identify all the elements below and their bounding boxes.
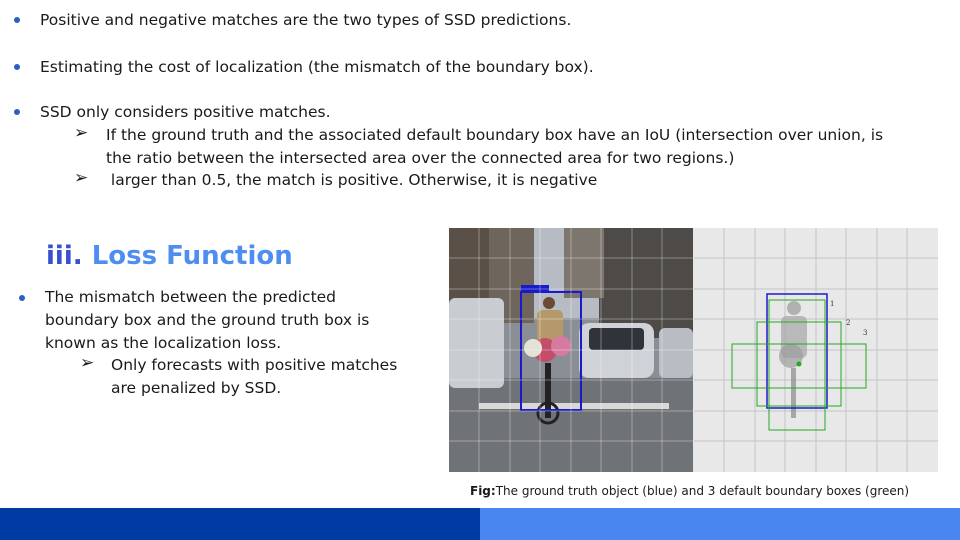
default-box-grid: 1 2 3 (694, 228, 938, 472)
bullet-dot (14, 17, 20, 23)
loss-sub-line2: are penalized by SSD. (111, 379, 282, 397)
section-title: Loss Function (91, 241, 293, 271)
caption-prefix: Fig: (470, 484, 496, 498)
bullet-localization-cost: Estimating the cost of localization (the… (40, 58, 594, 76)
bullet-dot (14, 109, 20, 115)
sub-bullet-iou-line2: the ratio between the intersected area o… (106, 149, 735, 167)
loss-sub-line1: Only forecasts with positive matches (111, 356, 398, 374)
section-number: iii. (46, 241, 83, 271)
arrow-bullet-icon: ➢ (74, 168, 89, 188)
box-label-1: 1 (830, 300, 834, 308)
bullet-dot (19, 295, 25, 301)
street-photo (449, 228, 693, 472)
loss-bullet-line3: known as the localization loss. (45, 334, 282, 352)
box-label-2: 2 (846, 319, 850, 327)
sub-bullet-threshold: larger than 0.5, the match is positive. … (106, 171, 598, 189)
arrow-bullet-icon: ➢ (80, 353, 95, 373)
section-heading: iii. Loss Function (46, 238, 293, 274)
bullet-ssd-prediction-types: Positive and negative matches are the tw… (40, 11, 572, 29)
footer-bar-right (480, 508, 960, 540)
footer-bar-left (0, 508, 480, 540)
box-label-3: 3 (863, 329, 867, 337)
figure-caption: Fig:The ground truth object (blue) and 3… (470, 483, 909, 499)
ssd-figure: 1 2 3 (449, 228, 938, 472)
bullet-positive-matches: SSD only considers positive matches. (40, 103, 331, 121)
arrow-bullet-icon: ➢ (74, 123, 89, 143)
ssd-figure-graphic: 1 2 3 (449, 228, 938, 472)
caption-text: The ground truth object (blue) and 3 def… (495, 484, 910, 498)
sub-bullet-iou-line1: If the ground truth and the associated d… (106, 126, 884, 144)
loss-bullet-line1: The mismatch between the predicted (45, 288, 337, 306)
bullet-dot (14, 64, 20, 70)
loss-bullet-line2: boundary box and the ground truth box is (45, 311, 370, 329)
